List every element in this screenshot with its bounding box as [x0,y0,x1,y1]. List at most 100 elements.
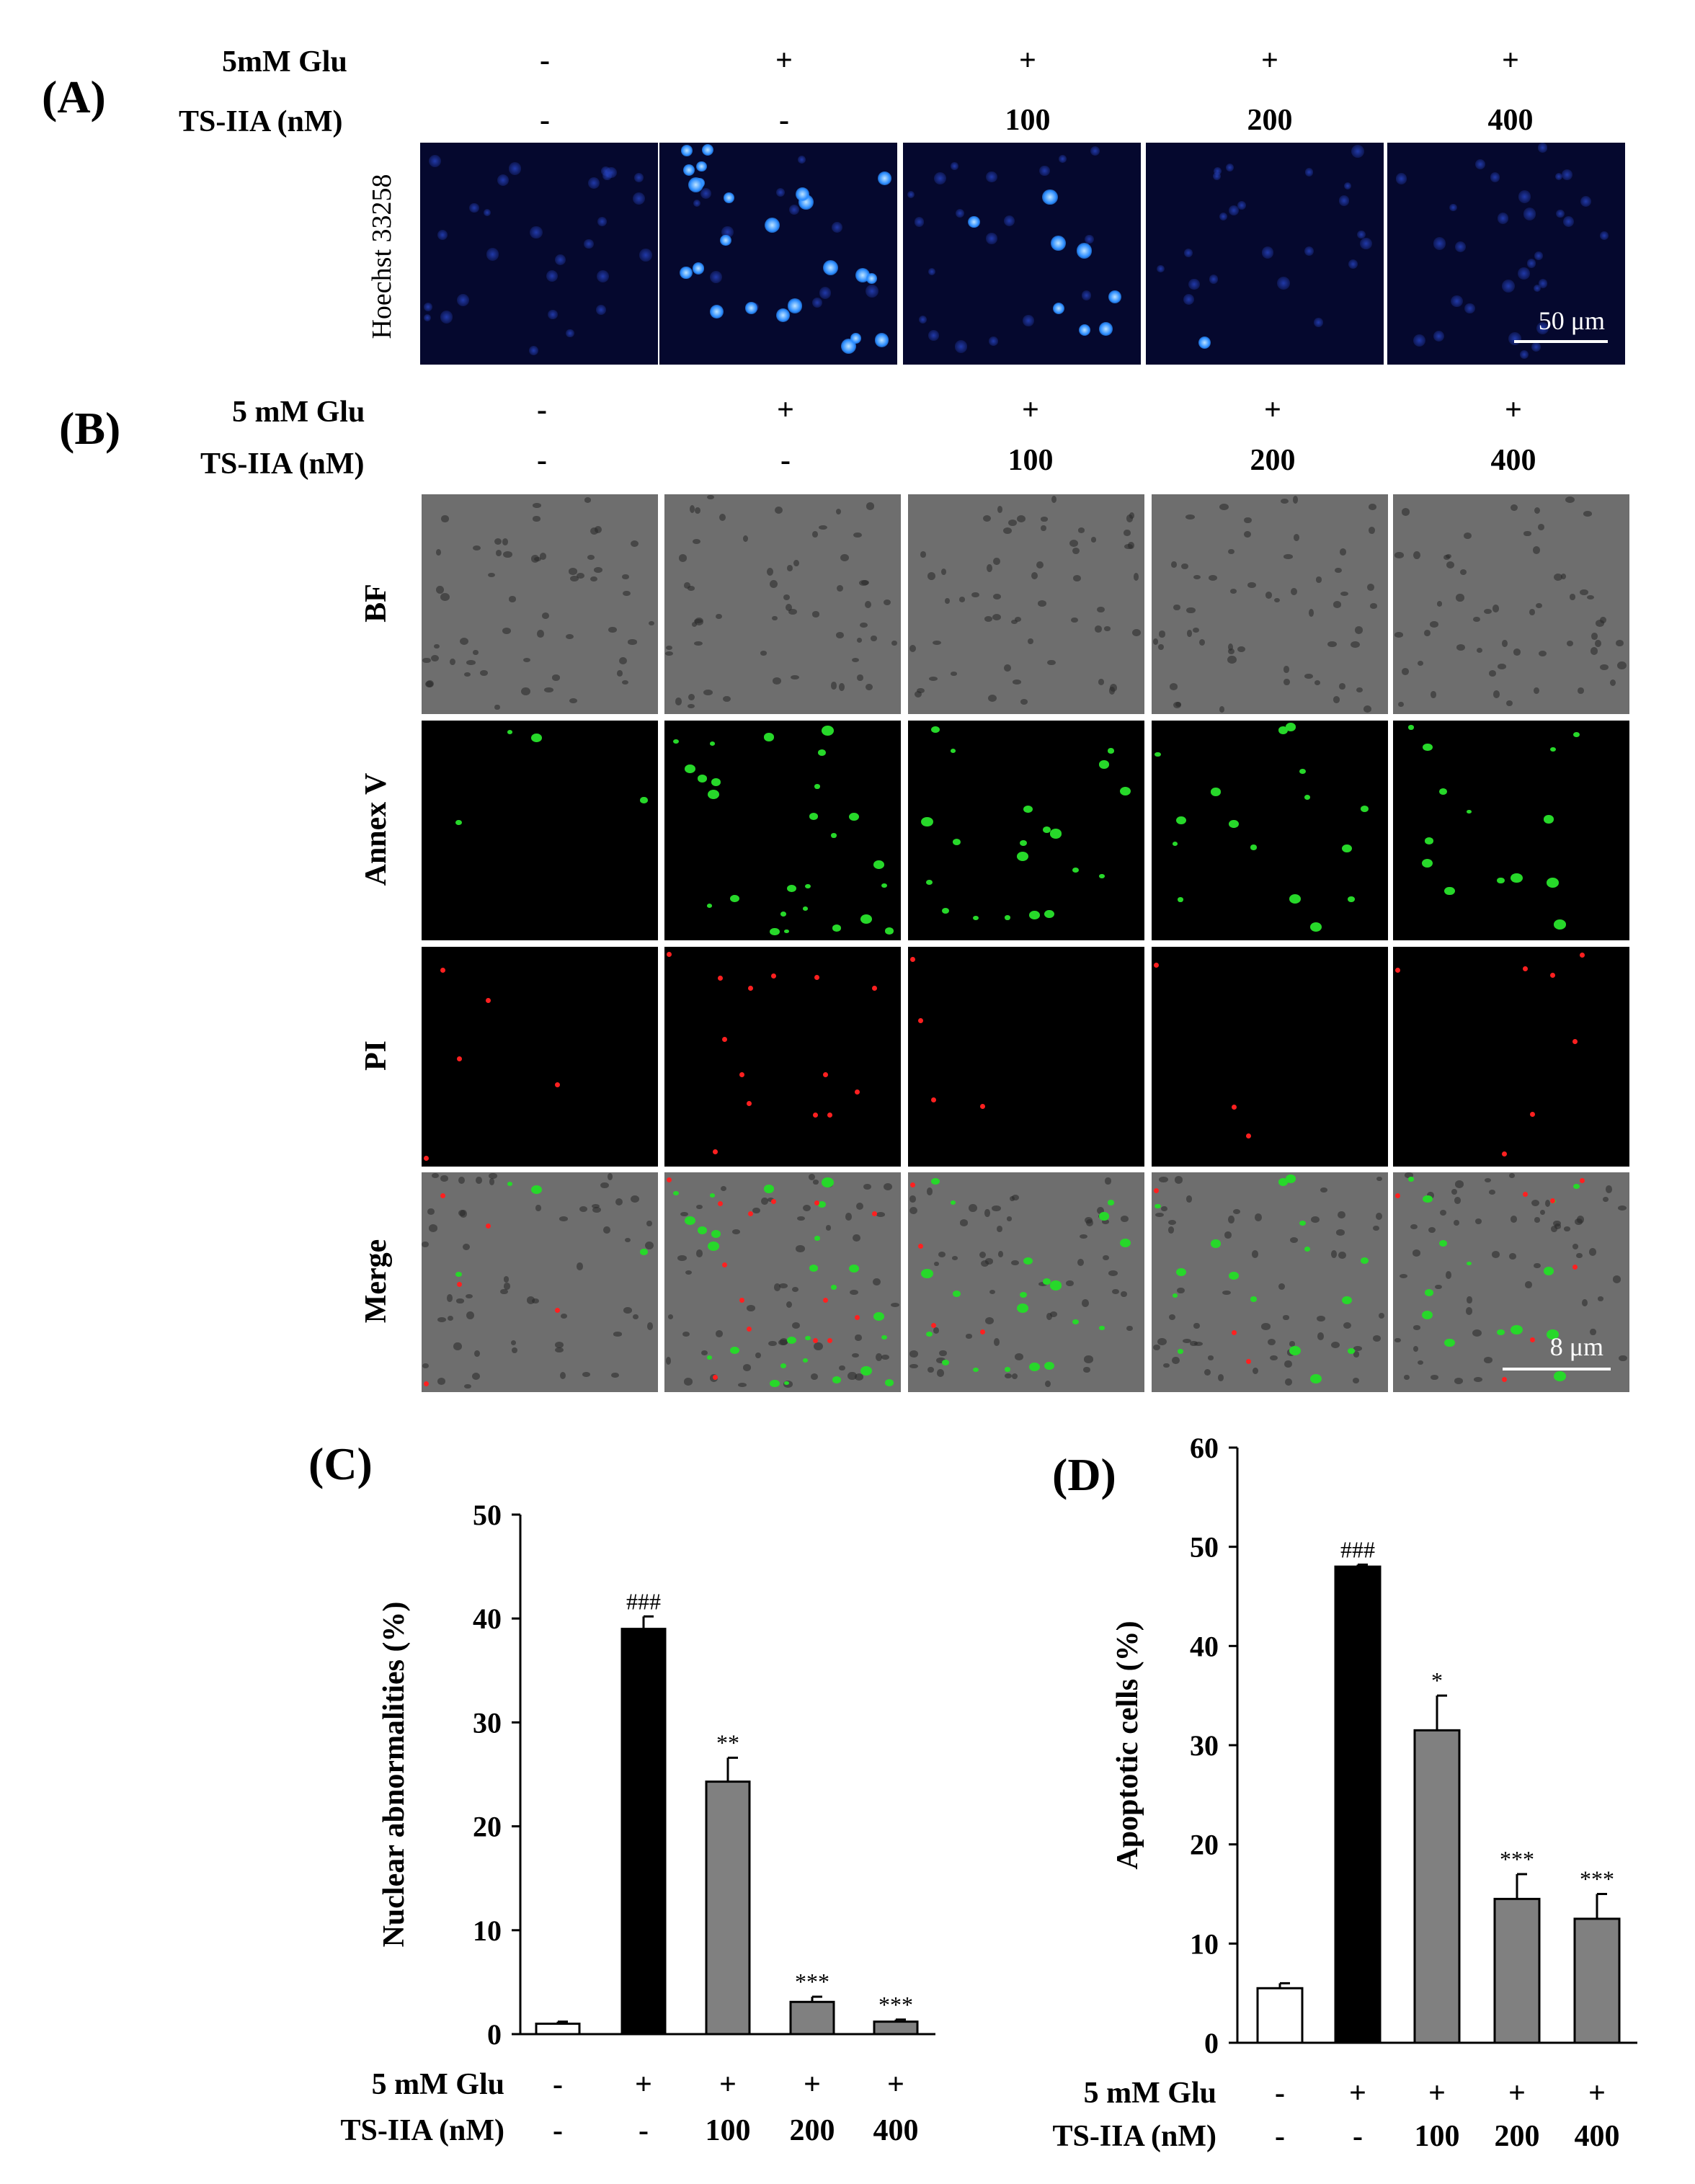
cell [1097,606,1105,612]
annexin-spot [809,1264,819,1272]
cell [1269,1355,1278,1361]
pi-spot [1232,1104,1237,1110]
cell [582,1372,591,1377]
pi-spot [424,1155,430,1161]
annexin-spot [685,764,696,773]
cell [845,1213,853,1221]
cell [1446,1271,1452,1279]
panel-b-ts-3: 100 [1007,444,1054,477]
pi-spot [1246,1358,1252,1364]
cell [1513,648,1521,656]
annexin-spot [640,1249,648,1255]
panel-a-glu-3: + [1019,44,1036,77]
cell [464,672,471,677]
bar-4 [789,2000,835,2036]
cell [1545,1199,1551,1208]
nucleus [986,233,997,244]
cell [1327,641,1338,647]
nucleus [584,239,594,249]
panel-a-glu-5: + [1502,44,1519,77]
cell [993,557,1001,566]
cell [890,1302,899,1307]
nucleus [1537,143,1548,153]
cell [1045,1380,1051,1388]
panel-b-image-r4-c5: 8 μm [1393,1172,1629,1392]
cell [1280,498,1289,504]
pi-spot [854,1315,860,1321]
cell [1339,683,1345,690]
cell [1580,589,1589,596]
cell [521,687,530,696]
annexin-spot [1172,1293,1178,1298]
cell [1031,572,1038,580]
nucleus [1433,330,1445,342]
cell [959,597,966,602]
cell [927,1367,935,1373]
cell [559,1216,568,1221]
cell [621,679,628,685]
annexin-spot [455,1271,463,1278]
ts-value-1: - [553,2114,563,2147]
annexin-spot [973,1367,979,1373]
cell [569,576,579,582]
cell [1047,659,1056,666]
cell [1583,510,1593,517]
nucleus [1085,234,1094,244]
pi-spot [456,1281,462,1287]
nucleus [509,162,522,175]
panel-b-image-r2-c1 [422,721,658,940]
cell [936,1369,944,1377]
cell [1376,1213,1383,1221]
cell [1284,554,1293,559]
panel-a-ts-1: - [540,104,550,137]
nucleus [1523,208,1536,220]
nucleus [423,303,432,312]
nucleus [1076,243,1093,259]
cell [1439,1210,1446,1216]
cell [1456,644,1466,651]
annexin-spot [832,924,842,932]
annexin-spot [804,1335,811,1341]
annexin-spot [531,734,542,743]
panel-b-image-r2-c4 [1152,721,1388,940]
cell [1616,640,1624,647]
cell [1084,1355,1094,1363]
cell [1193,628,1200,633]
nucleus [1562,169,1572,180]
annexin-spot [1049,1280,1062,1291]
cell [1612,1275,1621,1283]
cell [1041,517,1048,522]
cell [1553,1220,1561,1227]
cell [1283,1315,1289,1320]
cell [1454,1378,1464,1385]
significance-4: *** [795,1969,829,1994]
glu-row-label: 5 mM Glu [372,2068,504,2101]
cell [1097,1207,1105,1215]
hoechst-image-4 [1146,143,1384,365]
cell [555,1347,564,1353]
cell [979,1251,986,1258]
cell [474,1350,480,1358]
cell [1175,701,1182,708]
cell [533,516,540,522]
panel-d-letter: (D) [1052,1449,1116,1500]
cell [1336,1229,1345,1236]
hoechst-image-2 [659,143,897,365]
y-tick-label: 0 [487,2018,502,2051]
cell [1017,515,1026,523]
cell [742,1364,752,1372]
cell [909,645,916,653]
annexin-spot [1044,1361,1054,1370]
nucleus [1519,350,1529,360]
annexin-spot [941,907,950,914]
cell [678,553,688,562]
annexin-spot [821,1177,834,1187]
nucleus [1276,276,1290,290]
bar-5 [873,2020,919,2036]
panel-b-image-r4-c1 [422,1172,658,1392]
annexin-spot [1250,844,1258,850]
annexin-spot [921,1269,933,1279]
panel-b-image-r2-c2 [664,721,901,940]
pi-spot [1529,1337,1535,1343]
cell [440,592,450,601]
